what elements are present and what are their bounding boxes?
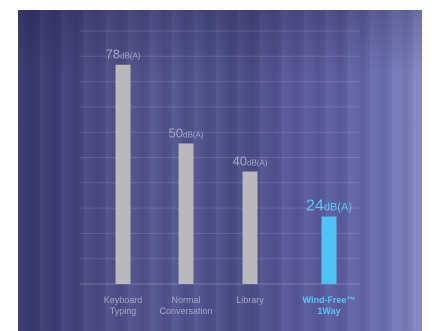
- x-tick-label: Wind-Free™: [303, 295, 356, 305]
- bar-highlight: [321, 216, 337, 284]
- data-label: 40dB(A): [233, 154, 268, 169]
- x-tick-label: Typing: [110, 306, 137, 316]
- data-label: 24dB(A): [306, 198, 352, 215]
- data-label: 78dB(A): [106, 47, 141, 62]
- x-tick-label: Keyboard: [104, 295, 143, 305]
- x-tick-label: Normal: [171, 295, 200, 305]
- bar: [242, 171, 258, 284]
- x-tick-label: Library: [236, 295, 264, 305]
- x-tick-label: 1Way: [317, 306, 340, 316]
- bar: [178, 143, 194, 284]
- data-label: 50dB(A): [169, 125, 204, 140]
- chart-panel: 78dB(A) Keyboard Typing 50dB(A) Normal Conver…: [18, 10, 422, 331]
- bar: [115, 64, 131, 284]
- x-tick-label: Conversation: [159, 306, 212, 316]
